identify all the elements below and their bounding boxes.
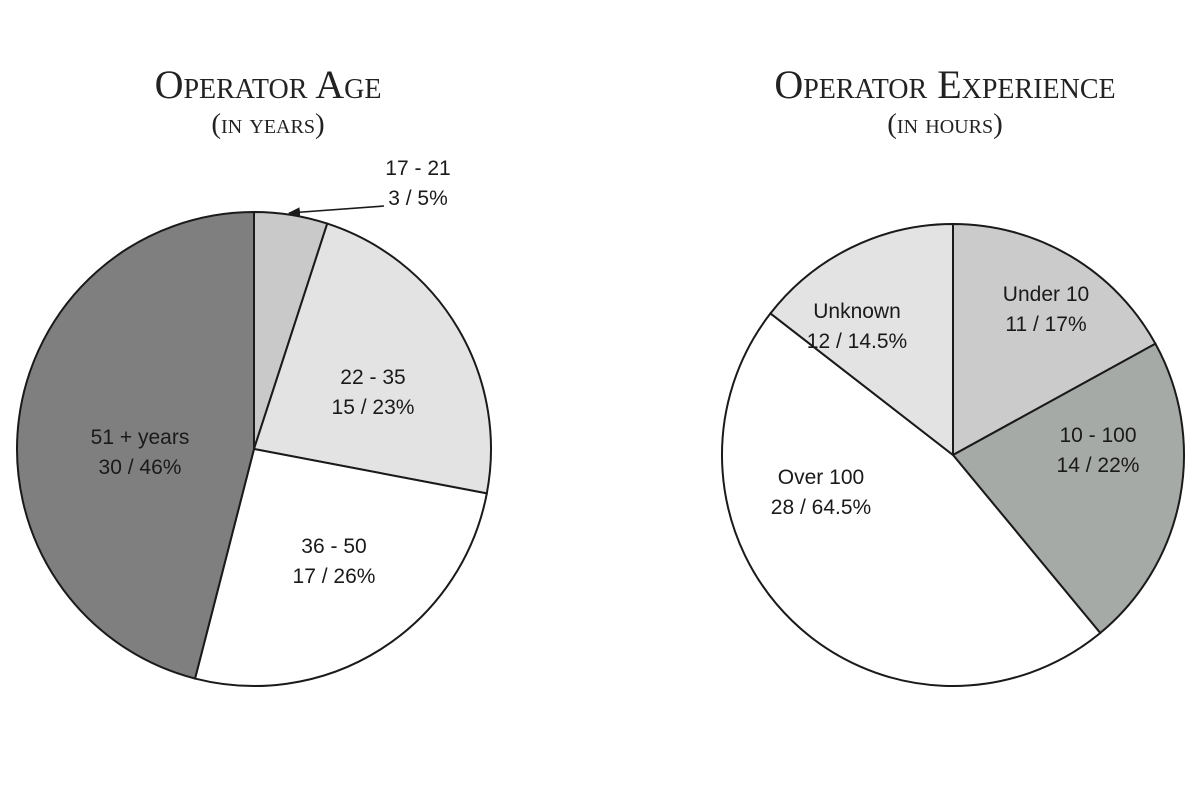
slice-label: 22 - 35 15 / 23%	[332, 366, 415, 419]
pie-slice-under-10	[952, 222, 1157, 457]
pie-slice-51-years	[16, 210, 255, 680]
pie-slice-10-100	[951, 342, 1185, 635]
slice-label: Unknown 12 / 14.5%	[807, 300, 907, 353]
pie-slice-over-100	[721, 312, 1102, 687]
pie-slice-36-50	[193, 447, 488, 687]
slice-label: 36 - 50 17 / 26%	[293, 535, 376, 588]
slice-label: Over 100 28 / 64.5%	[771, 466, 871, 519]
operator-experience-labels: Under 10 11 / 17% 10 - 100 14 / 22% Over 100…	[771, 283, 1140, 519]
operator-age-slices	[16, 210, 492, 687]
pie-slice-unknown	[769, 222, 954, 458]
operator-age-title: Operator Age	[155, 62, 382, 107]
operator-experience-chart: Operator Experience (in hours) Under 10 1…	[721, 62, 1185, 687]
slice-label: 10 - 100 14 / 22%	[1057, 424, 1140, 477]
pie-slice-22-35	[252, 222, 492, 495]
slice-label: Under 10 11 / 17%	[1003, 283, 1089, 336]
slice-label: 51 + years 30 / 46%	[91, 426, 190, 479]
operator-age-labels: 17 - 21 3 / 5% 22 - 35 15 / 23% 36 - 50 17 / …	[91, 157, 451, 588]
operator-age-subtitle: (in years)	[211, 108, 324, 140]
operator-experience-slices	[721, 222, 1185, 687]
operator-experience-subtitle: (in hours)	[887, 108, 1002, 140]
callout-arrow	[288, 205, 385, 218]
operator-experience-title: Operator Experience	[774, 62, 1115, 107]
slice-label: 17 - 21 3 / 5%	[385, 157, 450, 210]
operator-age-chart: Operator Age (in years) 17 - 21 3 / 5% 22 …	[16, 62, 492, 687]
